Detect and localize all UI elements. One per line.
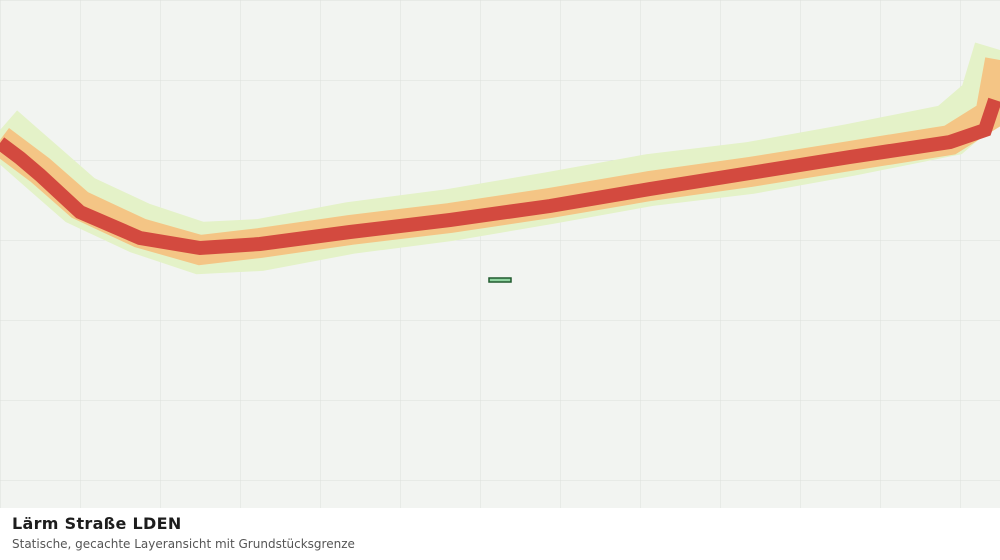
caption-subtitle: Statische, gecachte Layeransicht mit Gru… (12, 537, 355, 551)
noise-zone-high (0, 97, 1000, 256)
caption-title: Lärm Straße LDEN (12, 514, 182, 533)
caption: Lärm Straße LDEN Statische, gecachte Lay… (0, 508, 1000, 560)
map-view (0, 0, 1000, 508)
parcel-boundary (488, 277, 512, 283)
noise-band (0, 42, 1000, 275)
